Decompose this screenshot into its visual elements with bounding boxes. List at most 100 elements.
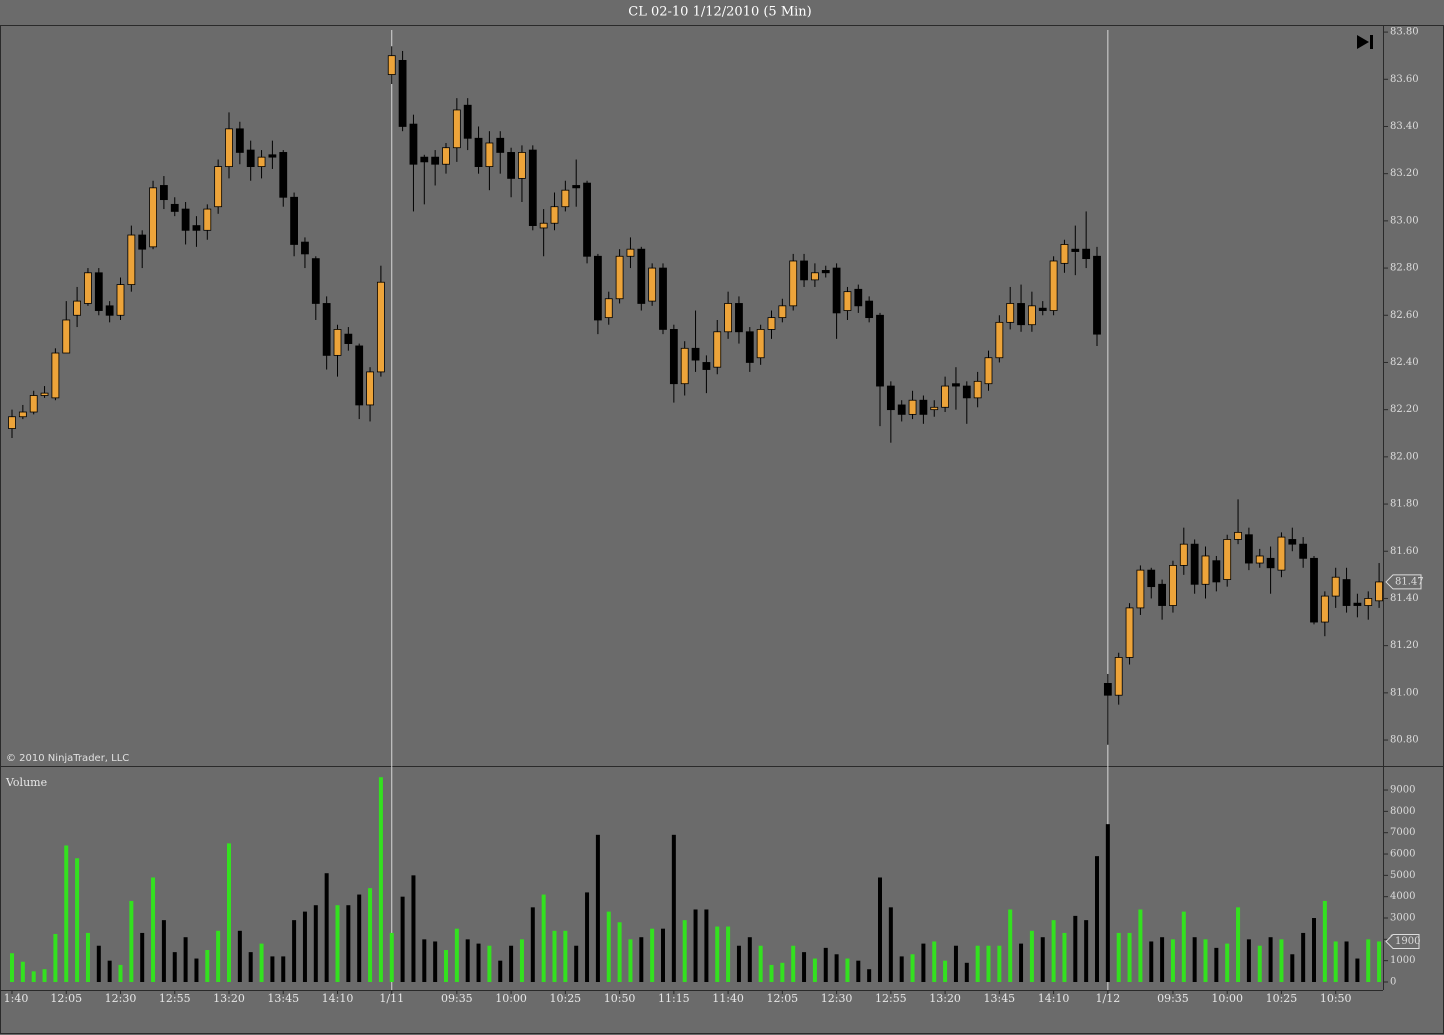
volume-bar	[129, 900, 134, 982]
volume-bar	[1312, 918, 1316, 982]
volume-bar	[921, 943, 926, 982]
volume-bar	[400, 896, 405, 982]
volume-bar	[53, 934, 58, 982]
volume-bar	[639, 937, 644, 982]
volume-bar	[606, 911, 611, 982]
y-tick-label: 82.80	[1390, 263, 1419, 274]
candle-body	[1353, 602, 1362, 606]
volume-bar	[465, 939, 470, 982]
candle-body	[843, 291, 852, 311]
volume-bar	[910, 954, 915, 982]
candle-body	[387, 55, 396, 75]
volume-bar	[650, 928, 655, 982]
candle-body	[507, 152, 516, 179]
volume-bar	[791, 945, 796, 982]
candle-body	[583, 182, 591, 257]
scroll-end-button[interactable]	[1357, 35, 1373, 49]
volume-bar	[1355, 958, 1360, 982]
volume-bar	[1257, 945, 1262, 982]
volume-bar	[194, 958, 199, 982]
candle-body	[474, 137, 483, 167]
candle-body	[930, 406, 939, 411]
panel-title: Volume	[5, 776, 47, 789]
candle-body	[800, 260, 808, 281]
candle-body	[1277, 536, 1286, 571]
candle-body	[73, 300, 81, 316]
volume-bar	[845, 958, 850, 982]
x-tick-label: 09:35	[441, 992, 473, 1005]
volume-bar	[476, 943, 481, 982]
candle-body	[745, 331, 754, 363]
candle-body	[257, 156, 266, 167]
candle-body	[973, 380, 982, 399]
volume-bar	[1040, 937, 1045, 982]
candle-body	[648, 267, 657, 302]
volume-bar	[1116, 932, 1121, 982]
candle-body	[409, 123, 418, 165]
candle-body	[1017, 303, 1025, 326]
candle-body	[149, 187, 157, 248]
candle-body	[116, 284, 125, 316]
x-tick-label: 12:30	[105, 992, 137, 1005]
x-tick-label: 13:20	[929, 992, 961, 1005]
x-tick-label: 10:25	[549, 992, 581, 1005]
candle-body	[735, 303, 743, 333]
candle-body	[897, 404, 906, 415]
volume-bar	[31, 971, 36, 982]
volume-bar	[964, 962, 969, 982]
volume-bar	[1279, 939, 1284, 982]
candle-body	[550, 206, 559, 224]
volume-bar	[997, 945, 1002, 982]
candle-body	[1169, 565, 1177, 606]
x-tick-label: 1/11	[379, 992, 404, 1005]
play-bar[interactable]	[1370, 35, 1373, 49]
x-tick-label: 12:55	[875, 992, 907, 1005]
volume-bar	[693, 909, 698, 982]
candle-body	[290, 196, 299, 245]
volume-bar	[216, 930, 221, 982]
x-tick-label: 11:40	[712, 992, 744, 1005]
volume-bar	[595, 834, 600, 982]
candle-body	[29, 395, 38, 413]
candle-body	[235, 128, 244, 153]
candle-body	[485, 142, 494, 167]
candle-body	[333, 329, 342, 356]
candle-body	[170, 203, 179, 212]
y-tick-label: 3000	[1390, 913, 1415, 924]
volume-bar	[151, 877, 156, 982]
volume-bar	[324, 873, 329, 982]
y-tick-label: 82.60	[1390, 310, 1419, 321]
x-tick-label: 1:40	[4, 992, 29, 1005]
last-volume-marker	[1385, 933, 1420, 949]
volume-bar	[802, 952, 807, 982]
volume-bar	[85, 932, 90, 982]
volume-bar	[1268, 937, 1273, 982]
candle-body	[268, 154, 277, 158]
volume-bar	[20, 961, 25, 982]
play-icon[interactable]	[1357, 35, 1369, 49]
x-tick-label: 13:45	[983, 992, 1015, 1005]
y-tick-label: 83.20	[1390, 168, 1419, 179]
volume-bar	[574, 945, 579, 982]
candle-body	[594, 255, 602, 321]
volume-bar	[302, 911, 307, 982]
y-tick-label: 6000	[1390, 849, 1415, 860]
volume-bar	[498, 960, 503, 982]
candle-body	[1299, 543, 1308, 559]
candle-body	[1331, 576, 1340, 597]
copyright: © 2010 NinjaTrader, LLC	[6, 753, 129, 764]
candle-body	[615, 255, 624, 300]
volume-bar	[1008, 909, 1013, 982]
y-tick-label: 80.80	[1390, 735, 1419, 746]
volume-bar	[1377, 941, 1382, 982]
volume-bar	[867, 969, 872, 982]
volume-bar	[682, 920, 687, 982]
candle-body	[518, 152, 526, 179]
volume-bar	[335, 905, 340, 982]
volume-bar	[1073, 915, 1078, 982]
candle-body	[1114, 657, 1123, 696]
candle-body	[876, 314, 884, 387]
volume-bar	[1301, 932, 1306, 982]
volume-bar	[1170, 939, 1175, 982]
